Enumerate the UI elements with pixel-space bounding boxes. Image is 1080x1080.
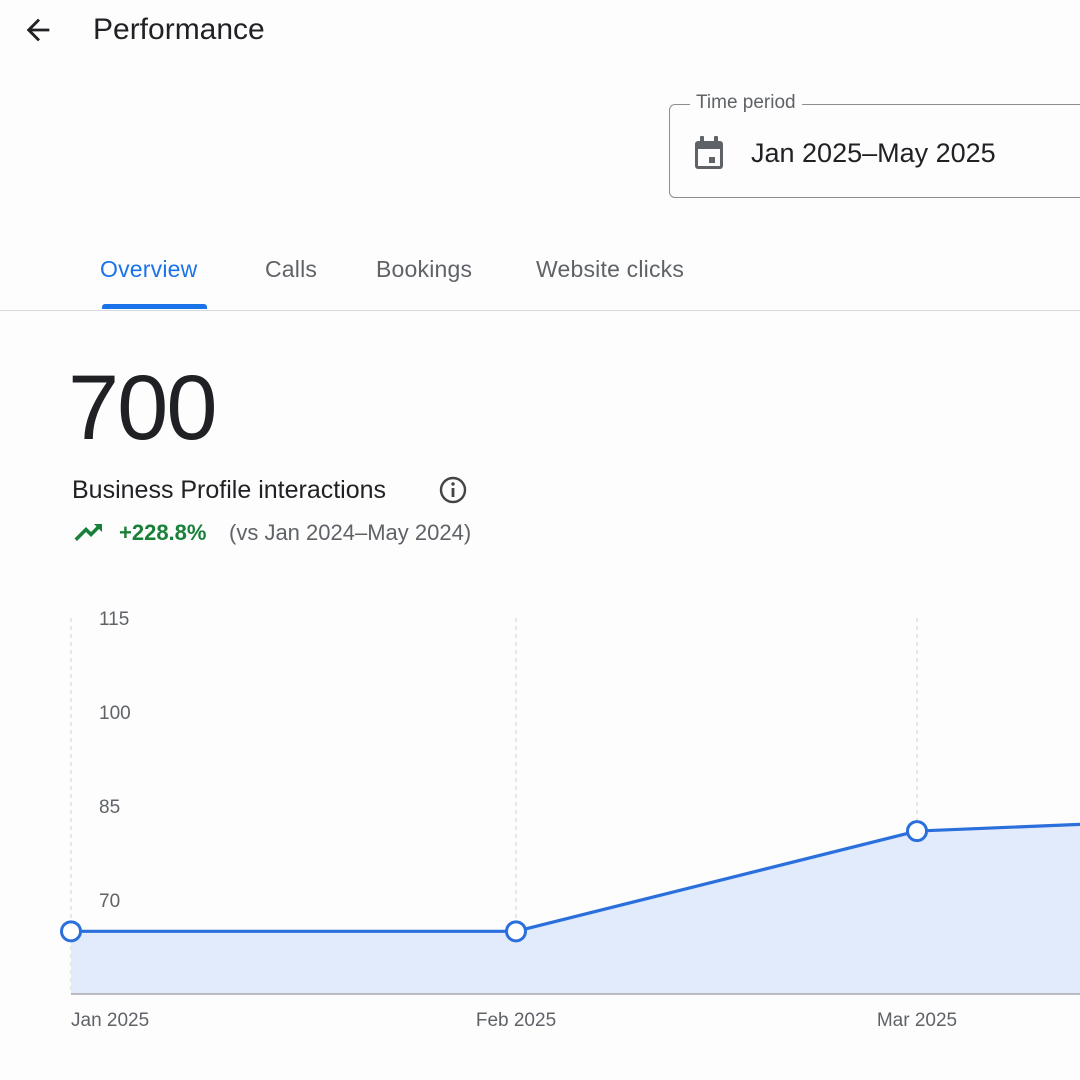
y-tick-label: 100 (99, 703, 131, 724)
info-icon[interactable] (437, 474, 469, 506)
data-point (60, 920, 82, 943)
time-period-label: Time period (690, 91, 802, 115)
trend-change: +228.8% (119, 520, 207, 545)
trending-up-icon (74, 524, 102, 541)
chart-svg: 70 85 100 115 Jan 2025 Feb 2025 Mar 2025 (60, 609, 1080, 1031)
area-fill (71, 824, 1080, 994)
back-button[interactable] (14, 6, 62, 54)
page-title: Performance (93, 13, 265, 46)
x-tick-label: Jan 2025 (71, 1010, 149, 1031)
interactions-total: 700 (68, 357, 217, 459)
x-tick-label: Mar 2025 (877, 1010, 957, 1031)
data-point (505, 920, 527, 943)
x-tick-label: Feb 2025 (476, 1010, 556, 1031)
trend-comparison: (vs Jan 2024–May 2024) (229, 520, 472, 545)
time-period-value: Jan 2025–May 2025 (751, 138, 996, 168)
tab-overview[interactable]: Overview (100, 256, 198, 282)
interactions-chart: 70 85 100 115 Jan 2025 Feb 2025 Mar 2025 (0, 590, 1080, 1050)
active-tab-indicator (102, 304, 207, 309)
y-tick-label: 115 (99, 609, 129, 630)
arrow-back-icon (26, 18, 50, 42)
interactions-label: Business Profile interactions (72, 476, 387, 504)
calendar-icon (695, 136, 723, 169)
y-tick-label: 85 (99, 797, 120, 818)
tab-bookings[interactable]: Bookings (376, 256, 473, 282)
series-line (71, 822, 1080, 933)
tab-bar: Overview Calls Bookings Website clicks (0, 240, 1080, 311)
data-point (906, 820, 928, 843)
tab-website-clicks[interactable]: Website clicks (536, 256, 685, 282)
time-period-select[interactable]: Time period Jan 2025–May 2025 (669, 91, 1080, 198)
y-tick-label: 70 (99, 891, 120, 912)
tab-calls[interactable]: Calls (265, 256, 318, 282)
